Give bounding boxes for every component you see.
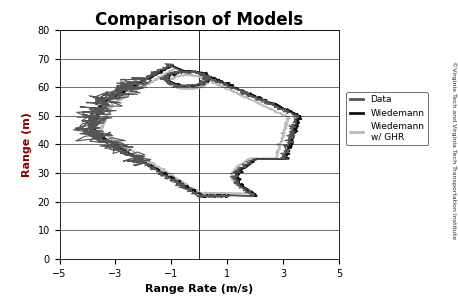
Y-axis label: Range (m): Range (m) — [22, 112, 32, 177]
X-axis label: Range Rate (m/s): Range Rate (m/s) — [145, 284, 253, 294]
Text: ©Virginia Tech and Virginia Tech Transportation Institute: ©Virginia Tech and Virginia Tech Transpo… — [451, 61, 456, 240]
Title: Comparison of Models: Comparison of Models — [95, 11, 303, 29]
Legend: Data, Wiedemann, Wiedemann
w/ GHR: Data, Wiedemann, Wiedemann w/ GHR — [346, 92, 428, 145]
